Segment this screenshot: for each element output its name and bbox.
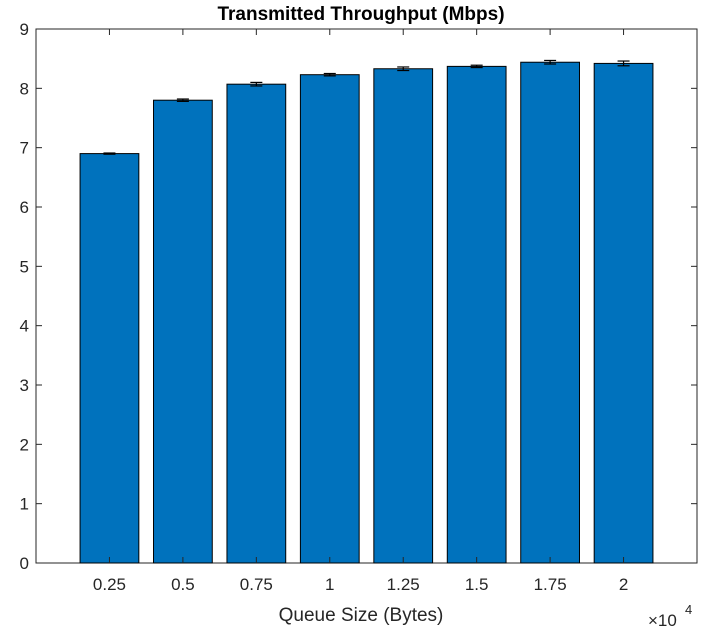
y-tick-label-0: 0: [20, 554, 29, 573]
y-tick-label-8: 8: [20, 79, 29, 98]
bars-group: [79, 61, 654, 564]
y-tick-label-9: 9: [20, 20, 29, 39]
errorbar-1.75: [544, 59, 557, 65]
errorbar-1.5: [470, 64, 483, 69]
bar-0.5: [153, 99, 213, 564]
x-tick-label-0.5: 0.5: [171, 575, 195, 594]
y-tick-label-7: 7: [20, 139, 29, 158]
x-axis-multiplier: ×10 4: [648, 602, 692, 630]
x-multiplier-exponent: 4: [685, 602, 692, 617]
y-tick-label-1: 1: [20, 495, 29, 514]
errorbar-0.5: [176, 98, 189, 102]
chart-title: Transmitted Throughput (Mbps): [217, 4, 504, 25]
bar-2: [593, 62, 654, 564]
y-tick-label-3: 3: [20, 376, 29, 395]
y-tick-label-2: 2: [20, 435, 29, 454]
errorbar-1.25: [397, 66, 410, 72]
bar-0.25: [79, 153, 140, 564]
bar-1.75: [520, 61, 580, 564]
errorbars-group: [103, 59, 630, 155]
x-tick-label-1.75: 1.75: [534, 575, 567, 594]
errorbar-0.25: [103, 152, 116, 155]
bar-1.25: [373, 68, 434, 564]
x-axis-label: Queue Size (Bytes): [279, 605, 444, 626]
x-tick-label-0.75: 0.75: [240, 575, 273, 594]
y-axis: 0 1 2 3 4 5 6 7 8 9: [20, 20, 697, 573]
y-tick-label-6: 6: [20, 198, 29, 217]
x-tick-label-0.25: 0.25: [93, 575, 126, 594]
bar-1: [299, 74, 360, 564]
errorbar-2: [617, 60, 630, 67]
y-tick-label-4: 4: [20, 317, 29, 336]
x-tick-label-1.5: 1.5: [465, 575, 489, 594]
bar-0.75: [226, 83, 287, 564]
x-tick-label-1: 1: [325, 575, 334, 594]
x-tick-label-2: 2: [619, 575, 628, 594]
x-multiplier-base: ×10: [648, 611, 677, 630]
bar-1.5: [446, 65, 507, 564]
y-tick-label-5: 5: [20, 257, 29, 276]
errorbar-1: [323, 72, 336, 77]
plot-area: [35, 28, 698, 564]
errorbar-0.75: [250, 81, 263, 87]
x-axis: 0.25 0.5 0.75 1 1.25 1.5 1.75 2: [93, 29, 628, 594]
x-tick-label-1.25: 1.25: [387, 575, 420, 594]
